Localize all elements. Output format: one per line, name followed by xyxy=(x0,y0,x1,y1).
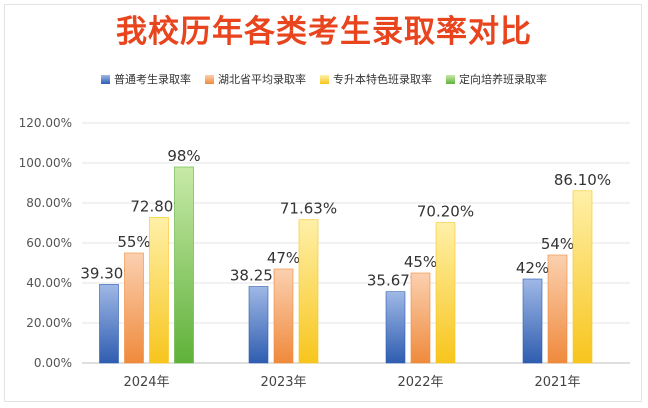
legend-item-special-class: 专升本特色班录取率 xyxy=(320,71,432,87)
chart-title: 我校历年各类考生录取率对比 xyxy=(116,14,532,50)
x-tick-label: 2024年 xyxy=(123,375,169,390)
legend-swatch-regular xyxy=(101,74,110,84)
legend-item-directed-class: 定向培养班录取率 xyxy=(446,71,547,87)
data-label: 42% xyxy=(516,259,549,277)
bar xyxy=(522,278,543,364)
y-tick-label: 120.00% xyxy=(19,116,72,130)
data-label: 54% xyxy=(541,235,574,253)
data-label: 55% xyxy=(117,233,150,251)
data-label: 71.63% xyxy=(280,200,337,218)
legend-item-regular: 普通考生录取率 xyxy=(101,71,191,87)
y-tick-label: 100.00% xyxy=(19,156,72,170)
legend-swatch-special-class xyxy=(320,74,329,84)
data-label: 47% xyxy=(267,249,300,267)
data-label: 98% xyxy=(167,147,200,165)
legend-label-regular: 普通考生录取率 xyxy=(114,73,191,86)
bar xyxy=(248,286,269,364)
data-label: 86.10% xyxy=(554,171,611,189)
data-label: 70.20% xyxy=(417,203,474,221)
bar xyxy=(572,190,593,364)
bar xyxy=(435,222,456,364)
bar xyxy=(298,219,319,364)
data-label: 38.25% xyxy=(230,267,287,285)
bar xyxy=(410,272,431,364)
bar xyxy=(99,284,119,364)
x-tick-label: 2021年 xyxy=(534,375,580,390)
x-tick-label: 2023年 xyxy=(260,375,306,390)
bar xyxy=(124,252,144,364)
legend-label-hubei: 湖北省平均录取率 xyxy=(218,73,306,86)
y-tick-label: 60.00% xyxy=(26,236,72,250)
y-tick-label: 40.00% xyxy=(26,276,72,290)
legend-label-directed-class: 定向培养班录取率 xyxy=(459,73,547,86)
y-tick-label: 0.00% xyxy=(34,356,72,370)
bar xyxy=(547,254,568,364)
chart-legend: 普通考生录取率 湖北省平均录取率 专升本特色班录取率 定向培养班录取率 xyxy=(0,71,648,87)
legend-label-special-class: 专升本特色班录取率 xyxy=(333,73,432,86)
data-label: 35.67% xyxy=(367,272,424,290)
bar xyxy=(174,166,194,364)
bar xyxy=(149,217,169,364)
legend-swatch-hubei xyxy=(205,74,214,84)
legend-swatch-directed-class xyxy=(446,74,455,84)
legend-item-hubei: 湖北省平均录取率 xyxy=(205,71,306,87)
data-label: 39.30% xyxy=(80,264,137,282)
y-tick-label: 20.00% xyxy=(26,316,72,330)
data-label: 45% xyxy=(404,253,437,271)
bar xyxy=(385,291,406,364)
bar xyxy=(273,268,294,364)
y-tick-label: 80.00% xyxy=(26,196,72,210)
data-label: 72.80% xyxy=(130,197,187,215)
x-tick-label: 2022年 xyxy=(397,375,443,390)
